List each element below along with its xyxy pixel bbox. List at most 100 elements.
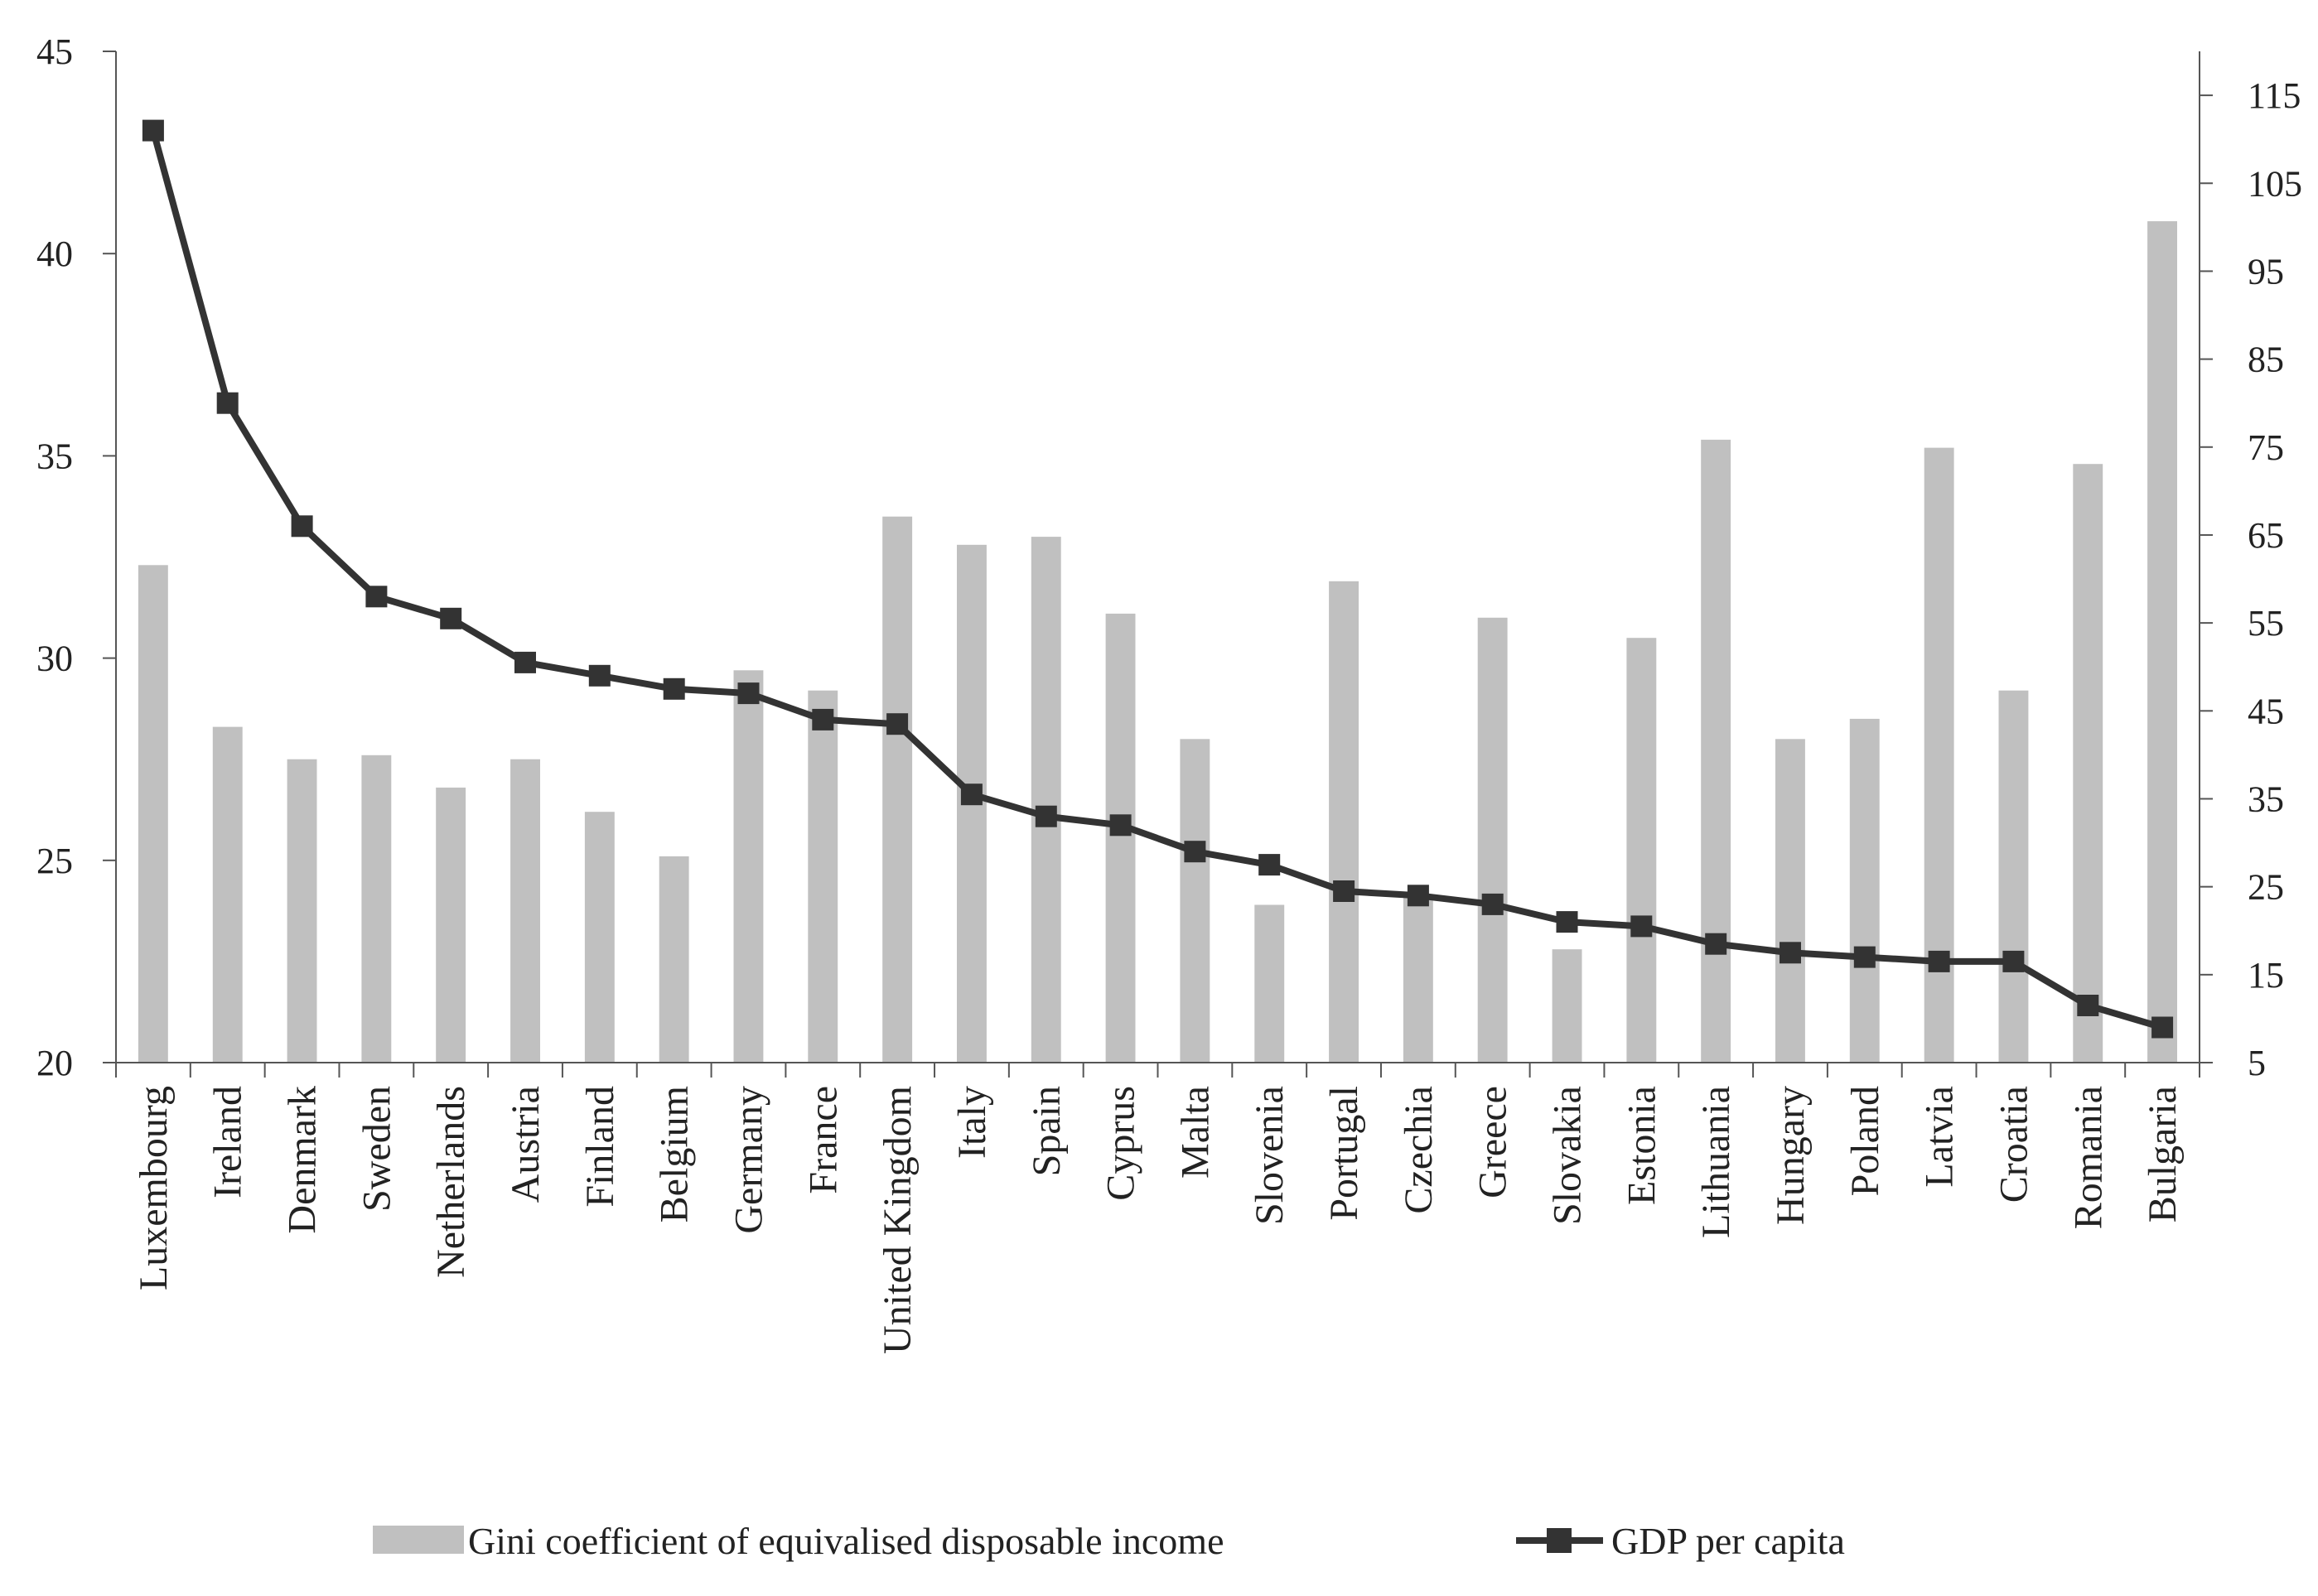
x-tick-label: Ireland — [206, 1086, 250, 1198]
bar-france — [808, 690, 838, 1063]
point-gdp-estonia — [1630, 915, 1653, 938]
bar-luxembourg — [138, 565, 168, 1063]
y-right-tick-label: 55 — [2248, 603, 2284, 644]
y-right-tick-label: 115 — [2248, 75, 2301, 116]
legend-swatch-gdp-marker — [1547, 1528, 1572, 1553]
point-gdp-latvia — [1928, 950, 1950, 972]
y-right-tick-label: 85 — [2248, 340, 2284, 380]
bar-portugal — [1329, 581, 1359, 1063]
x-tick-label: Lithuania — [1694, 1086, 1738, 1238]
point-gdp-france — [812, 708, 834, 730]
bar-cyprus — [1105, 613, 1136, 1063]
point-gdp-hungary — [1780, 942, 1801, 964]
point-gdp-czechia — [1407, 885, 1429, 907]
x-tick-label: Belgium — [653, 1086, 697, 1222]
x-tick-label: Cyprus — [1099, 1086, 1143, 1201]
legend-swatch-gini — [373, 1526, 464, 1554]
point-gdp-poland — [1853, 946, 1876, 968]
bar-austria — [510, 759, 540, 1063]
bar-romania — [2073, 464, 2103, 1063]
bar-slovenia — [1254, 904, 1285, 1063]
y-right-tick-label: 35 — [2248, 779, 2284, 819]
bar-croatia — [1998, 690, 2029, 1063]
x-tick-label: Denmark — [281, 1086, 325, 1234]
point-gdp-finland — [588, 664, 611, 687]
x-tick-label: Luxembourg — [132, 1086, 176, 1290]
bar-lithuania — [1701, 439, 1731, 1063]
x-tick-label: Netherlands — [429, 1086, 473, 1278]
bar-finland — [584, 812, 615, 1063]
bar-united-kingdom — [882, 516, 913, 1063]
point-gdp-germany — [737, 682, 760, 705]
bar-spain — [1031, 537, 1061, 1063]
x-tick-label: Portugal — [1322, 1086, 1366, 1221]
point-gdp-belgium — [663, 677, 685, 700]
bar-estonia — [1626, 638, 1657, 1063]
point-gdp-united-kingdom — [886, 713, 909, 735]
x-tick-label: Finland — [578, 1086, 622, 1208]
point-gdp-cyprus — [1109, 814, 1132, 837]
point-gdp-croatia — [2002, 950, 2025, 972]
bars-group — [138, 221, 2177, 1063]
bar-netherlands — [436, 787, 466, 1063]
line-group — [142, 119, 2174, 1039]
y-left-tick-label: 40 — [36, 234, 73, 274]
point-gdp-spain — [1035, 805, 1057, 827]
legend: Gini coefficient of equivalised disposab… — [373, 1520, 1845, 1562]
y-right-tick-label: 105 — [2248, 163, 2302, 204]
bar-malta — [1180, 739, 1210, 1063]
x-tick-label: Slovenia — [1248, 1086, 1292, 1225]
point-gdp-denmark — [291, 515, 313, 538]
point-gdp-portugal — [1333, 880, 1355, 902]
bar-germany — [733, 670, 764, 1063]
legend-label-gini: Gini coefficient of equivalised disposab… — [468, 1520, 1224, 1562]
series-line-gdp-per-capita — [150, 129, 2164, 1031]
x-labels-group: Luxembourg Ireland Denmark Sweden Netherland… — [132, 1086, 2185, 1354]
y-right-tick-label: 5 — [2248, 1043, 2266, 1083]
bar-sweden — [361, 755, 392, 1063]
x-tick-label: Estonia — [1620, 1086, 1664, 1205]
x-tick-label: Romania — [2066, 1086, 2110, 1229]
ticks-group: 20 25 30 35 40 45 5 15 25 35 45 55 65 75 85 95 105 115 — [36, 31, 2302, 1083]
bar-denmark — [287, 759, 317, 1063]
point-gdp-malta — [1184, 841, 1206, 863]
x-tick-label: Bulgaria — [2141, 1086, 2185, 1222]
x-tick-label: Slovakia — [1546, 1086, 1590, 1225]
bar-ireland — [212, 726, 243, 1063]
bar-bulgaria — [2147, 221, 2177, 1063]
bar-hungary — [1775, 739, 1805, 1063]
point-gdp-romania — [2077, 995, 2099, 1016]
x-tick-label: Poland — [1843, 1086, 1887, 1196]
y-left-tick-label: 25 — [36, 841, 73, 881]
x-tick-label: Malta — [1173, 1086, 1217, 1179]
x-tick-label: Croatia — [1992, 1086, 2035, 1203]
x-tick-label: France — [801, 1086, 845, 1194]
point-gdp-luxembourg — [142, 119, 164, 142]
point-gdp-sweden — [365, 586, 388, 608]
y-left-tick-label: 30 — [36, 639, 73, 679]
axes-group — [103, 51, 2213, 1078]
x-tick-label: Sweden — [355, 1086, 398, 1212]
bar-poland — [1849, 718, 1880, 1063]
bar-czechia — [1403, 896, 1433, 1063]
x-tick-label: United Kingdom — [876, 1086, 920, 1354]
bar-belgium — [659, 856, 689, 1063]
y-right-tick-label: 65 — [2248, 515, 2284, 556]
y-right-tick-label: 45 — [2248, 691, 2284, 731]
point-gdp-slovakia — [1556, 911, 1578, 933]
point-gdp-ireland — [216, 392, 239, 414]
bar-slovakia — [1552, 949, 1582, 1063]
point-gdp-italy — [960, 784, 983, 806]
y-right-tick-label: 15 — [2248, 955, 2284, 996]
point-gdp-bulgaria — [2151, 1016, 2174, 1039]
y-left-tick-label: 20 — [36, 1043, 73, 1083]
bar-greece — [1477, 617, 1508, 1063]
point-gdp-greece — [1481, 893, 1504, 915]
x-tick-label: Spain — [1025, 1086, 1069, 1176]
y-right-tick-label: 25 — [2248, 867, 2284, 908]
x-tick-label: Austria — [504, 1086, 548, 1203]
x-tick-label: Italy — [950, 1086, 994, 1159]
point-gdp-austria — [514, 651, 536, 673]
